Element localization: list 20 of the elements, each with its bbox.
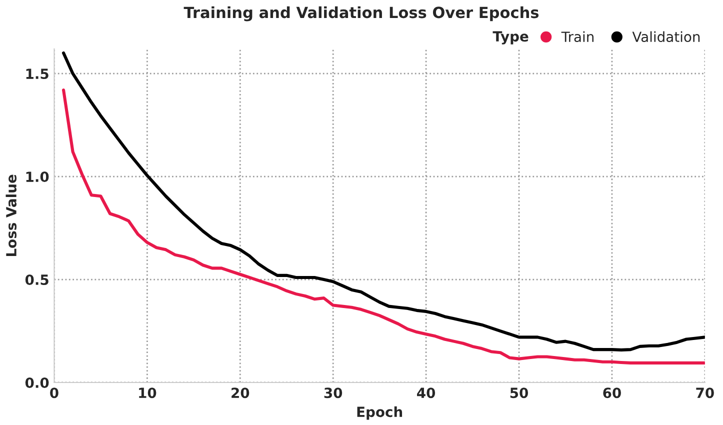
line-series [62,88,705,364]
x-tick-label: 10 [139,388,156,398]
y-tick-label: 0.0 [25,377,49,388]
x-tick-label: 40 [417,388,436,398]
chart-title: Training and Validation Loss Over Epochs [184,6,539,22]
x-axis-title: Epoch [357,406,402,420]
x-tick-label: 50 [510,388,528,398]
x-tick-label: 0 [50,388,58,398]
x-tick-label: 70 [696,388,714,398]
y-tick-label: 0.5 [25,274,48,286]
x-tick-label: 20 [232,388,250,398]
legend-label: Train [561,31,594,42]
legend-label: Validation [632,31,700,42]
legend-title: Type [492,31,528,44]
x-tick-label: 60 [603,388,621,398]
line-series [62,51,705,352]
y-axis-title: Loss Value [6,174,17,256]
x-tick-label: 30 [324,388,342,398]
y-tick-label: 1.0 [26,172,49,182]
y-tick-label: 1.5 [26,68,48,80]
